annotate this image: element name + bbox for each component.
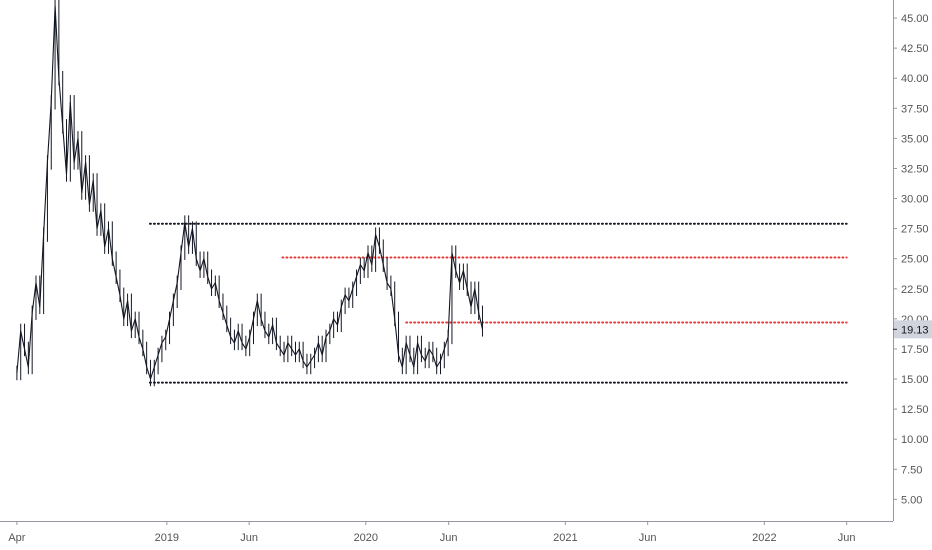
- x-tick-label: Jun: [240, 532, 258, 544]
- x-tick-label: Jun: [838, 532, 856, 544]
- price-series: [16, 0, 484, 387]
- x-tick-label: 2019: [155, 532, 179, 544]
- x-tick-label: Jun: [440, 532, 458, 544]
- current-price-tag: [894, 320, 932, 339]
- y-tick-label: 7.50: [901, 464, 922, 476]
- y-tick-label: 15.00: [901, 374, 929, 386]
- y-tick-label: 32.50: [901, 163, 929, 175]
- y-tick-label: 17.50: [901, 344, 929, 356]
- y-tick-label: 37.50: [901, 103, 929, 115]
- series-line: [16, 5, 484, 380]
- x-tick-label: 2020: [354, 532, 378, 544]
- y-tick-label: 12.50: [901, 404, 929, 416]
- y-tick-label: 22.50: [901, 284, 929, 296]
- y-tick-label: 40.00: [901, 73, 929, 85]
- current-price-label: 19.13: [901, 324, 929, 336]
- y-tick-label: 30.00: [901, 194, 929, 206]
- x-tick-label: Jun: [639, 532, 657, 544]
- y-tick-label: 42.50: [901, 43, 929, 55]
- y-tick-label: 27.50: [901, 224, 929, 236]
- x-tick-label: Apr: [8, 532, 25, 544]
- y-tick-label: 10.00: [901, 434, 929, 446]
- horizontal-levels: [148, 222, 848, 384]
- y-tick-label: 25.00: [901, 254, 929, 266]
- x-tick-label: 2021: [553, 532, 577, 544]
- y-tick-label: 5.00: [901, 494, 922, 506]
- x-tick-label: 2022: [752, 532, 776, 544]
- y-tick-label: 35.00: [901, 133, 929, 145]
- y-tick-label: 45.00: [901, 13, 929, 25]
